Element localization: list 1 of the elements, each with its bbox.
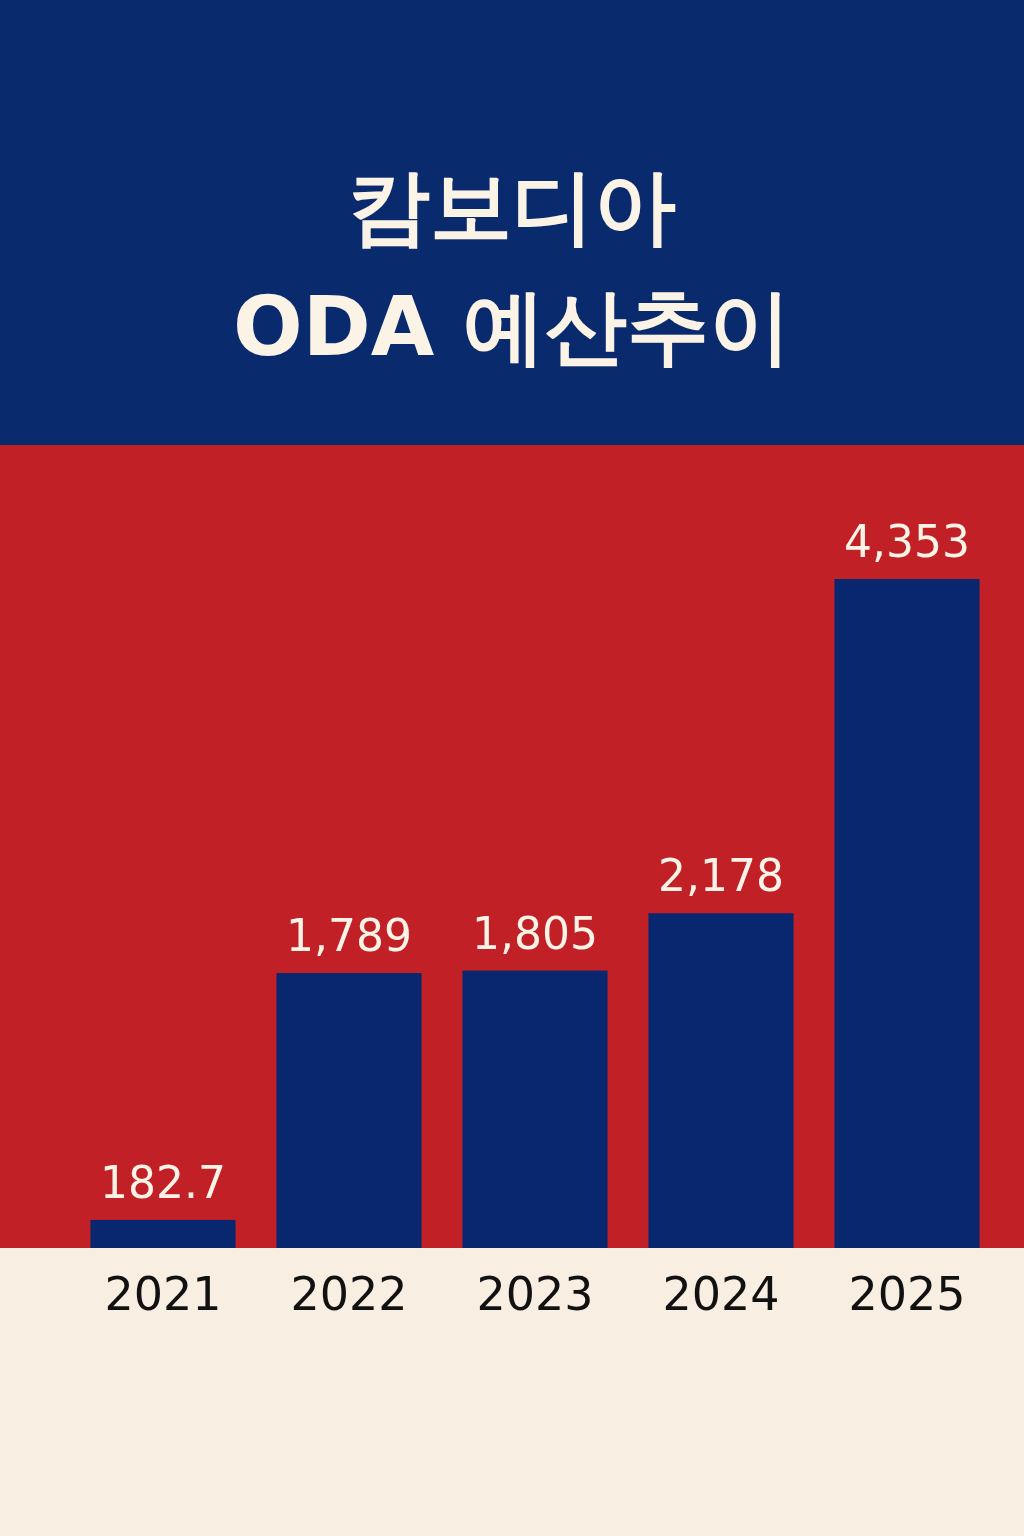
title: 캄보디아 ODA 예산추이 (233, 159, 791, 374)
